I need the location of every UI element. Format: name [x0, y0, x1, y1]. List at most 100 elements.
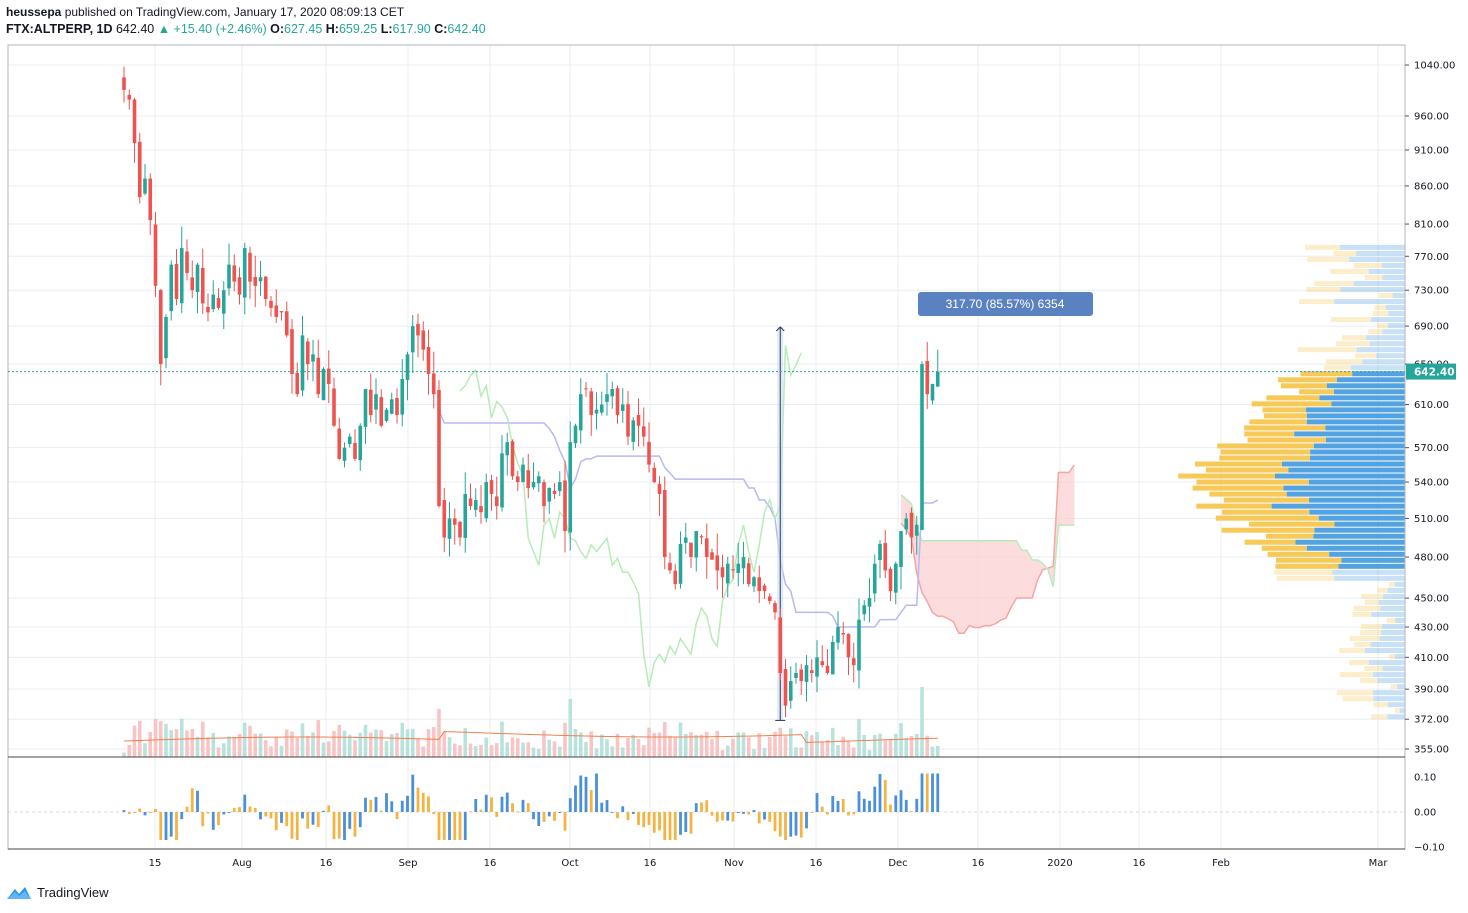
- candle-body: [578, 394, 583, 431]
- volume-bar: [731, 738, 735, 757]
- y-tick-label: 960.00: [1414, 111, 1449, 122]
- osc-bar: [521, 799, 525, 812]
- measure-label: 317.70 (85.57%) 6354: [946, 297, 1065, 311]
- volume-bar: [148, 731, 153, 757]
- vp-bar-down: [1209, 491, 1287, 497]
- candle-body: [930, 383, 935, 401]
- osc-bar: [658, 812, 661, 831]
- volume-bar: [578, 732, 583, 757]
- osc-bar: [694, 803, 698, 812]
- volume-bar: [279, 745, 284, 757]
- volume-bar: [342, 730, 347, 757]
- osc-bar: [316, 812, 320, 828]
- volume-bar: [904, 737, 909, 757]
- candle-body: [358, 425, 363, 461]
- candle-body: [573, 425, 578, 444]
- volume-bar: [683, 734, 688, 757]
- candle-body: [893, 563, 898, 593]
- volume-bar: [169, 730, 174, 757]
- volume-bar: [211, 732, 216, 757]
- candle-body: [584, 388, 588, 390]
- volume-bar: [421, 746, 426, 757]
- vp-bar-down: [1349, 660, 1369, 666]
- osc-bar: [133, 811, 136, 813]
- volume-bar: [631, 734, 636, 757]
- vp-bar-down: [1390, 684, 1398, 690]
- volume-bar: [725, 745, 730, 757]
- osc-bar: [752, 810, 756, 812]
- vp-bar-up: [1372, 672, 1405, 678]
- vp-bar-up: [1334, 575, 1405, 581]
- osc-bar: [899, 790, 903, 812]
- x-tick-label: 16: [320, 858, 333, 869]
- vp-bar-down: [1342, 696, 1374, 702]
- vp-bar-up: [1331, 401, 1405, 407]
- volume-bar: [526, 742, 531, 757]
- vp-bar-down: [1307, 256, 1350, 262]
- vp-bar-up: [1385, 305, 1405, 311]
- candle-body: [746, 563, 751, 585]
- vp-bar-up: [1388, 311, 1405, 317]
- osc-bar: [568, 798, 572, 812]
- candle-body: [888, 568, 893, 592]
- vp-bar-down: [1389, 654, 1395, 660]
- candle-body: [620, 404, 625, 411]
- volume-bar: [473, 746, 478, 757]
- osc-bar: [778, 812, 782, 837]
- candle-body: [725, 563, 730, 584]
- osc-bar: [852, 812, 856, 815]
- vp-bar-down: [1178, 473, 1275, 479]
- osc-bar: [159, 812, 163, 840]
- osc-bar: [574, 785, 577, 812]
- volume-bar: [358, 732, 363, 757]
- volume-bar: [736, 732, 741, 757]
- candle-body: [321, 369, 326, 401]
- osc-bar: [385, 793, 388, 812]
- price-axis[interactable]: 355.00 372.00 390.00 410.00 430.00 450.00 480.…: [1405, 61, 1455, 854]
- volume-bar: [426, 729, 431, 757]
- osc-tick-label: −0.10: [1414, 843, 1445, 854]
- volume-bar: [458, 745, 462, 757]
- candle-body: [647, 441, 651, 465]
- volume-bar: [710, 739, 714, 757]
- vp-bar-up: [1399, 708, 1405, 714]
- author-name[interactable]: heussepa: [6, 5, 62, 19]
- y-tick-label: 430.00: [1414, 623, 1449, 634]
- osc-bar: [668, 812, 672, 840]
- x-tick-label: 15: [149, 858, 162, 869]
- vp-bar-up: [1336, 377, 1405, 383]
- candle-body: [773, 603, 777, 613]
- time-axis[interactable]: 15 Aug 16 Sep 16 Oct 16 Nov 16 Dec 16 2020 16 Feb Mar: [149, 858, 1389, 869]
- high-label: H:: [325, 22, 339, 36]
- volume-bar: [410, 728, 415, 757]
- symbol-name[interactable]: FTX:ALTPERP, 1D: [6, 22, 113, 36]
- volume-bar: [137, 720, 142, 757]
- candle-body: [920, 364, 924, 530]
- volume-bar: [615, 733, 620, 757]
- measure-tool[interactable]: 317.70 (85.57%) 6354: [775, 292, 1093, 721]
- vp-bar-up: [1306, 413, 1405, 419]
- volume-bar: [563, 722, 567, 757]
- vp-bar-up: [1334, 521, 1405, 527]
- candle-body: [704, 538, 709, 558]
- plot-border: [7, 44, 1406, 850]
- tradingview-footer[interactable]: TradingView: [6, 885, 109, 900]
- candle-body: [657, 483, 662, 494]
- vp-bar-up: [1376, 353, 1405, 359]
- vp-bar-down: [1249, 419, 1307, 425]
- candle-body: [311, 354, 315, 362]
- vp-bar-down: [1339, 648, 1365, 654]
- candle-body: [479, 506, 483, 513]
- candle-body: [673, 570, 678, 585]
- volume-bar: [179, 718, 184, 757]
- vp-bar-down: [1342, 335, 1367, 341]
- osc-bar: [836, 800, 840, 812]
- vp-bar-down: [1274, 569, 1333, 575]
- vp-bar-up: [1387, 714, 1405, 720]
- volume-bar: [510, 737, 515, 757]
- osc-bar: [563, 812, 567, 831]
- volume-bar: [704, 732, 709, 757]
- y-tick-label: 860.00: [1414, 181, 1449, 192]
- volume-bar: [489, 745, 494, 757]
